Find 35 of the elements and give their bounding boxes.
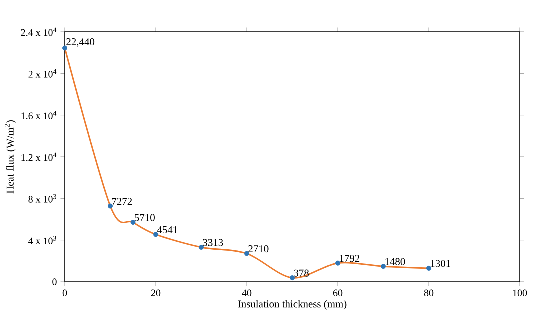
point [244,251,250,256]
y-tick-label: 1.2 x 10$^{4}$ [22,152,57,162]
point [130,220,136,226]
x-tick-label: 40 [242,290,252,296]
y-tick-label: 0 [52,278,57,286]
data-label: 3313 [203,239,224,246]
x-tick-label: 80 [424,290,434,296]
data-label: 5710 [135,214,155,222]
x-tick-label: 60 [333,290,343,296]
point [336,260,340,266]
point [62,46,68,51]
data-label: 378 [294,270,309,277]
point [381,264,386,270]
point [154,232,158,238]
point [426,266,432,271]
y-tick-label: 2.4 x 10$^{4}$ [21,28,57,36]
x-tick-label: 0 [62,290,68,296]
x-tick-label: 20 [151,290,161,296]
data-label: 4541 [157,226,178,234]
point [290,276,295,281]
x-tick-label: 100 [513,290,528,296]
point [108,204,113,209]
data-label: 22,440 [66,38,95,48]
data-label: 2710 [248,246,269,253]
data-label: 7272 [112,198,132,206]
y-tick-label: 8 x 10$^{3}$ [28,194,56,203]
data-label: 1480 [386,258,406,266]
y-tick-label: 2 x 10$^{4}$ [28,70,57,78]
data-label: 1792 [340,255,360,262]
y-axis-title: Heat flux (W/m$^{2}$) [4,120,16,194]
y-tick-label: 1.6 x 10$^{4}$ [22,111,57,120]
point [199,244,204,250]
data-label: 1301 [431,260,450,268]
x-axis-title: Insulation thickness (mm) [238,300,347,310]
y-tick-label: 4 x 10$^{3}$ [28,236,56,244]
